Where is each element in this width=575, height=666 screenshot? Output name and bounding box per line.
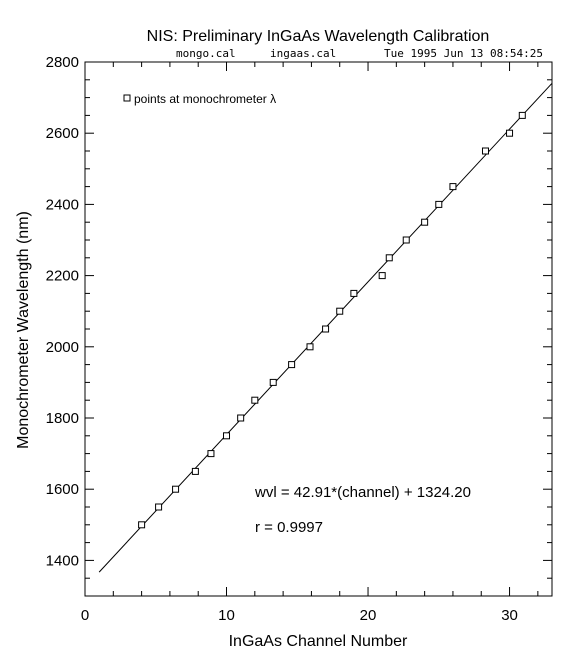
data-point — [138, 521, 146, 529]
y-tick-label: 1400 — [46, 552, 79, 569]
data-point — [336, 307, 344, 315]
data-point — [385, 254, 393, 262]
x-axis-label: InGaAs Channel Number — [229, 633, 408, 650]
data-point — [155, 503, 163, 511]
legend-label: points at monochrometer λ — [134, 92, 276, 106]
y-tick-label: 2000 — [46, 339, 79, 356]
data-point — [378, 272, 386, 280]
plot-frame — [84, 61, 553, 597]
data-point — [288, 361, 296, 369]
y-tick-label: 2400 — [46, 196, 79, 213]
y-tick-label: 1600 — [46, 481, 79, 498]
y-tick-label: 2200 — [46, 268, 79, 285]
data-point — [269, 378, 277, 386]
data-point — [435, 200, 443, 208]
chart-title: NIS: Preliminary InGaAs Wavelength Calib… — [147, 28, 490, 45]
data-point — [518, 111, 526, 119]
subtitle-right-file: ingaas.cal — [270, 47, 336, 60]
data-point — [402, 236, 410, 244]
data-point — [506, 129, 514, 137]
data-point — [481, 147, 489, 155]
y-tick-label: 1800 — [46, 410, 79, 427]
subtitle-timestamp: Tue 1995 Jun 13 08:54:25 — [384, 47, 543, 60]
data-point — [322, 325, 330, 333]
x-tick-label: 20 — [360, 607, 377, 624]
axis-ticks: 0 10 20 30 1400 1600 1800 2000 2200 2400 2600 2800 — [46, 54, 552, 624]
data-point — [191, 467, 199, 475]
y-tick-label: 2600 — [46, 125, 79, 142]
data-point — [207, 450, 215, 458]
data-point — [306, 343, 314, 351]
data-point — [237, 414, 245, 422]
y-axis-label: Monochrometer Wavelength (nm) — [15, 211, 32, 449]
data-points — [138, 111, 526, 529]
x-tick-label: 10 — [218, 607, 235, 624]
legend-marker — [123, 94, 131, 102]
subtitle-left-file: mongo.cal — [176, 47, 236, 60]
x-tick-label: 0 — [81, 607, 89, 624]
data-point — [421, 218, 429, 226]
data-point — [251, 396, 259, 404]
y-tick-label: 2800 — [46, 54, 79, 71]
x-tick-label: 30 — [501, 607, 518, 624]
data-point — [223, 432, 231, 440]
fit-equation-annotation: wvl = 42.91*(channel) + 1324.20 — [254, 484, 471, 501]
data-point — [172, 485, 180, 493]
correlation-annotation: r = 0.9997 — [255, 519, 323, 536]
data-point — [350, 289, 358, 297]
data-point — [449, 183, 457, 191]
